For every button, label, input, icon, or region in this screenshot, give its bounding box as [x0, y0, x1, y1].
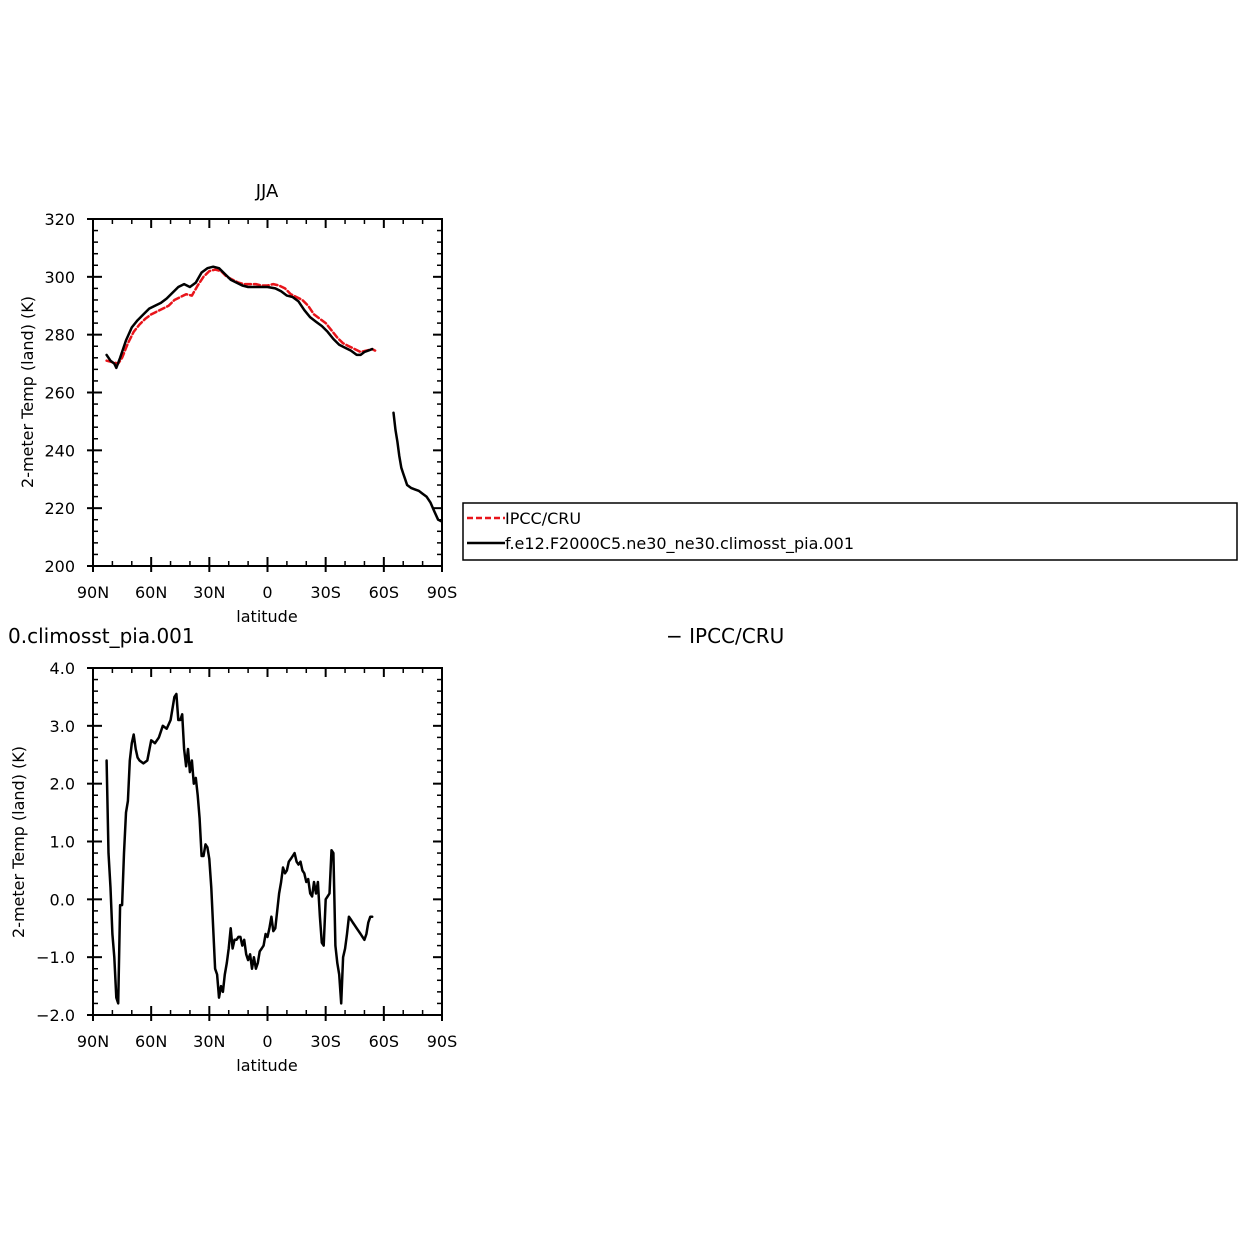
bottom-panel-xtick-label: 60S	[369, 1032, 400, 1051]
top-panel-frame	[92, 218, 443, 567]
top-panel-xtick-label: 90N	[77, 583, 109, 602]
bottom-panel-xlabel: latitude	[236, 1056, 297, 1075]
bottom-panel-ylabel: 2-meter Temp (land) (K)	[9, 746, 28, 938]
legend: IPCC/CRU f.e12.F2000C5.ne30_ne30.climoss…	[462, 502, 1238, 561]
bottom-panel-ytick-label: 1.0	[50, 833, 75, 852]
top-panel-series	[105, 265, 443, 523]
bottom-panel-ticks: 90N 60N 30N 0 30S 60S 90S −2.0 −1.0 0.0 1.0 2.0 3.0 4…	[36, 659, 457, 1051]
top-panel-ytick-label: 200	[44, 557, 75, 576]
bottom-panel-xtick-label: 90N	[77, 1032, 109, 1051]
bottom-panel-title: 0.climosst_pia.001	[8, 624, 195, 648]
legend-box	[462, 502, 1238, 561]
top-panel-ylabel: 2-meter Temp (land) (K)	[18, 296, 37, 488]
bottom-panel-ytick-label: 2.0	[50, 775, 75, 794]
bottom-panel-xtick-label: 60N	[135, 1032, 167, 1051]
bottom-panel-xtick-label: 30S	[310, 1032, 341, 1051]
bottom-panel-ytick-label: 3.0	[50, 717, 75, 736]
top-panel-title: JJA	[255, 181, 279, 202]
bottom-panel-frame	[92, 667, 443, 1016]
legend-label-ipcc: IPCC/CRU	[505, 509, 581, 528]
top-panel-ytick-label: 260	[44, 384, 75, 403]
top-panel-ytick-label: 300	[44, 268, 75, 287]
bottom-panel-right-title: − IPCC/CRU	[666, 624, 784, 648]
top-panel-series-line-2	[392, 411, 443, 523]
top-panel-series-line-1	[105, 265, 374, 370]
bottom-panel-ytick-label: −2.0	[36, 1006, 75, 1025]
top-panel-ytick-label: 280	[44, 326, 75, 345]
top-panel-series-line-0	[105, 268, 377, 365]
top-panel-xtick-label: 0	[262, 583, 272, 602]
top-panel-ytick-label: 220	[44, 499, 75, 518]
top-panel: JJA 90N 60N 30N 0 30S 60S 90S 200 220 240 260 280 30…	[18, 181, 457, 626]
top-panel-xtick-label: 30N	[193, 583, 225, 602]
top-panel-ytick-label: 240	[44, 441, 75, 460]
bottom-panel-series-line-0	[105, 692, 374, 1005]
bottom-panel-ytick-label: 0.0	[50, 890, 75, 909]
bottom-panel-xtick-label: 0	[262, 1032, 272, 1051]
legend-label-model: f.e12.F2000C5.ne30_ne30.climosst_pia.001	[505, 534, 854, 554]
bottom-panel-ytick-label: 4.0	[50, 659, 75, 678]
top-panel-xtick-label: 60N	[135, 583, 167, 602]
bottom-panel-series	[105, 692, 374, 1005]
bottom-panel-ytick-label: −1.0	[36, 948, 75, 967]
top-panel-ytick-label: 320	[44, 210, 75, 229]
bottom-panel-xtick-label: 30N	[193, 1032, 225, 1051]
top-panel-ticks: 90N 60N 30N 0 30S 60S 90S 200 220 240 260 280 300 320	[44, 210, 457, 602]
top-panel-xtick-label: 60S	[369, 583, 400, 602]
top-panel-xlabel: latitude	[236, 607, 297, 626]
top-panel-xtick-label: 90S	[427, 583, 458, 602]
bottom-panel-xtick-label: 90S	[427, 1032, 458, 1051]
bottom-panel: 0.climosst_pia.001 − IPCC/CRU 90N 60N 30N 0…	[8, 624, 784, 1075]
top-panel-xtick-label: 30S	[310, 583, 341, 602]
